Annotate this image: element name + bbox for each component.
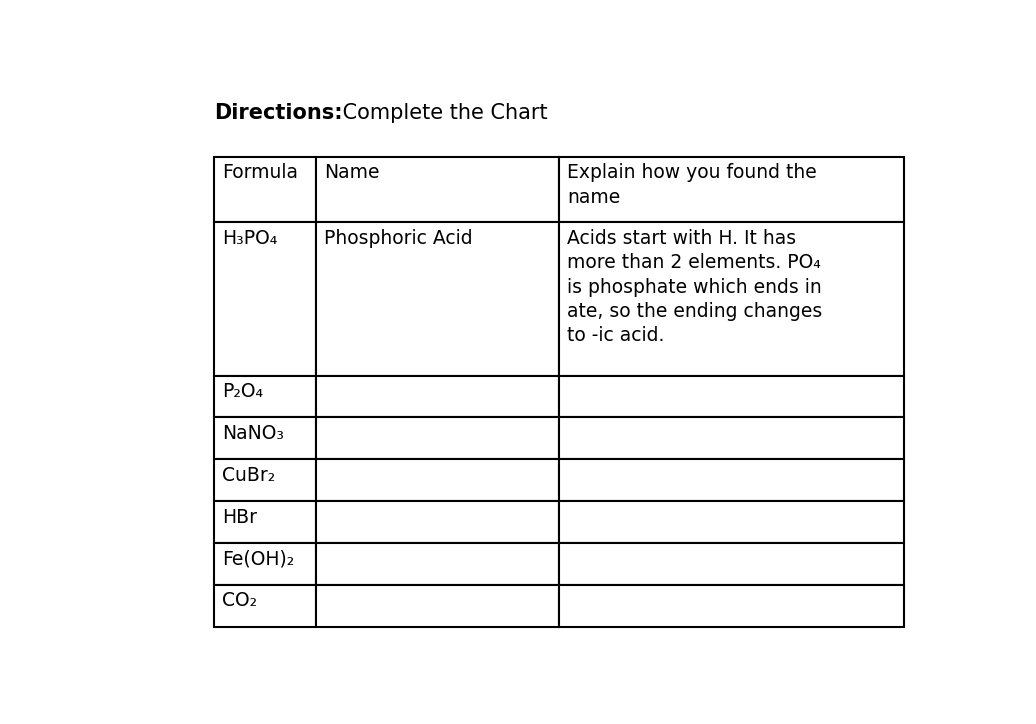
- Text: Formula: Formula: [222, 163, 297, 182]
- Text: CuBr₂: CuBr₂: [222, 466, 276, 485]
- Bar: [316, 418, 559, 459]
- Text: NaNO₃: NaNO₃: [222, 424, 284, 443]
- Bar: [559, 376, 904, 418]
- Bar: [213, 585, 316, 626]
- Text: Fe(OH)₂: Fe(OH)₂: [222, 550, 294, 568]
- Bar: [316, 501, 559, 543]
- Bar: [559, 222, 904, 376]
- Bar: [213, 501, 316, 543]
- Text: CO₂: CO₂: [222, 592, 257, 610]
- Text: H₃PO₄: H₃PO₄: [222, 229, 278, 248]
- Text: P₂O₄: P₂O₄: [222, 382, 263, 401]
- Bar: [559, 501, 904, 543]
- Bar: [559, 459, 904, 501]
- Bar: [559, 543, 904, 585]
- Text: Phosphoric Acid: Phosphoric Acid: [324, 229, 472, 248]
- Bar: [316, 156, 559, 222]
- Bar: [316, 543, 559, 585]
- Bar: [213, 543, 316, 585]
- Bar: [559, 585, 904, 626]
- Bar: [213, 156, 316, 222]
- Bar: [213, 376, 316, 418]
- Text: Acids start with H. It has
more than 2 elements. PO₄
is phosphate which ends in
: Acids start with H. It has more than 2 e…: [567, 229, 823, 345]
- Text: Directions:: Directions:: [213, 103, 343, 123]
- Bar: [213, 459, 316, 501]
- Bar: [213, 418, 316, 459]
- Bar: [559, 156, 904, 222]
- Text: Name: Name: [324, 163, 379, 182]
- Bar: [316, 222, 559, 376]
- Bar: [213, 222, 316, 376]
- Text: Explain how you found the
name: Explain how you found the name: [567, 163, 816, 206]
- Bar: [316, 585, 559, 626]
- Text: HBr: HBr: [222, 508, 257, 527]
- Bar: [559, 418, 904, 459]
- Bar: [316, 459, 559, 501]
- Bar: [316, 376, 559, 418]
- Text: Complete the Chart: Complete the Chart: [336, 103, 548, 123]
